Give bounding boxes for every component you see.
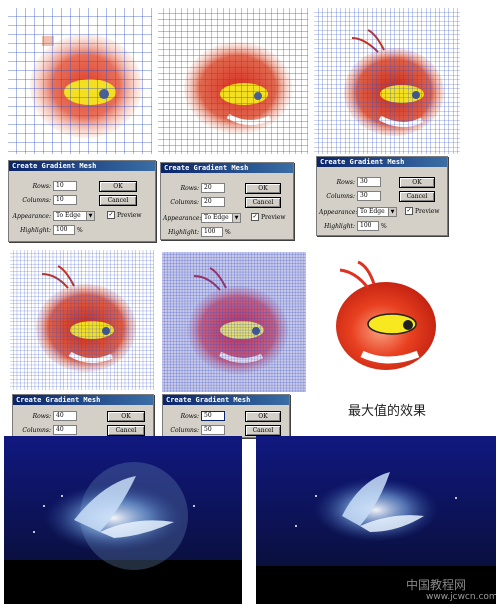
columns-input[interactable]: 50 [201, 425, 225, 435]
appearance-value: To Edge [204, 214, 229, 221]
columns-input[interactable]: 30 [357, 191, 381, 201]
butterfly-photo-left [4, 436, 242, 604]
preview-checkbox[interactable]: ✓ [405, 207, 413, 215]
columns-input[interactable]: 40 [53, 425, 77, 435]
gradient-mesh-dialog-30: Create Gradient Mesh Rows: 30 Columns: 30 … [316, 156, 448, 236]
preview-checkbox[interactable]: ✓ [107, 211, 115, 219]
chevron-down-icon: ▼ [388, 208, 396, 216]
butterfly-photo-left-graphic [4, 436, 242, 604]
percent-label: % [225, 228, 231, 236]
highlight-input[interactable]: 100 [53, 225, 75, 235]
rows-label: Rows: [32, 412, 51, 420]
columns-input[interactable]: 10 [53, 195, 77, 205]
rows-input[interactable]: 40 [53, 411, 77, 421]
ok-button[interactable]: OK [399, 177, 435, 188]
rows-label: Rows: [32, 182, 51, 190]
chevron-down-icon: ▼ [232, 214, 240, 222]
appearance-select[interactable]: To Edge ▼ [357, 207, 397, 217]
rows-input[interactable]: 20 [201, 183, 225, 193]
watermark-url: www.jcwcn.com [426, 592, 496, 602]
percent-label: % [381, 222, 387, 230]
dialog-title-bar: Create Gradient Mesh [161, 163, 293, 173]
mesh-preview-40 [10, 250, 154, 390]
preview-label: Preview [415, 207, 440, 215]
mesh-preview-20 [158, 8, 308, 154]
columns-label: Columns: [170, 198, 199, 206]
result-caption: 最大值的效果 [348, 404, 427, 419]
dialog-title-bar: Create Gradient Mesh [317, 157, 447, 167]
appearance-select[interactable]: To Edge ▼ [53, 211, 95, 221]
chevron-down-icon: ▼ [86, 212, 94, 220]
mesh-preview-10-graphic [8, 8, 152, 154]
appearance-label: Appearance: [319, 208, 358, 216]
highlight-input[interactable]: 100 [201, 227, 223, 237]
ok-button[interactable]: OK [99, 181, 137, 192]
final-result-preview [322, 258, 442, 376]
highlight-label: Highlight: [20, 226, 51, 234]
dialog-title-bar: Create Gradient Mesh [163, 395, 289, 405]
cancel-button[interactable]: Cancel [99, 195, 137, 206]
final-result-graphic [336, 260, 436, 370]
preview-label: Preview [117, 211, 142, 219]
mesh-preview-30 [314, 8, 460, 154]
rows-input[interactable]: 50 [201, 411, 225, 421]
appearance-select[interactable]: To Edge ▼ [201, 213, 241, 223]
mesh-preview-40-graphic [10, 250, 154, 390]
butterfly-photo-right: 中国教程网 www.jcwcn.com [256, 436, 496, 604]
columns-label: Columns: [22, 196, 51, 204]
dialog-title-bar: Create Gradient Mesh [13, 395, 153, 405]
highlight-label: Highlight: [168, 228, 199, 236]
mesh-preview-50 [162, 252, 306, 392]
mesh-preview-10 [8, 8, 152, 154]
columns-label: Columns: [22, 426, 51, 434]
cancel-button[interactable]: Cancel [107, 425, 145, 436]
preview-label: Preview [261, 213, 286, 221]
highlight-input[interactable]: 100 [357, 221, 379, 231]
ok-button[interactable]: OK [245, 411, 281, 422]
mesh-preview-50-graphic [162, 252, 306, 392]
gradient-mesh-dialog-10: Create Gradient Mesh Rows: 10 Columns: 10 … [8, 160, 156, 242]
mesh-preview-30-graphic [314, 8, 460, 154]
appearance-value: To Edge [360, 208, 385, 215]
columns-label: Columns: [326, 192, 355, 200]
cancel-button[interactable]: Cancel [399, 191, 435, 202]
gradient-mesh-dialog-50: Create Gradient Mesh Rows: 50 Columns: 50 … [162, 394, 290, 438]
cancel-button[interactable]: Cancel [245, 197, 281, 208]
dialog-title-bar: Create Gradient Mesh [9, 161, 155, 171]
rows-input[interactable]: 10 [53, 181, 77, 191]
gradient-mesh-dialog-20: Create Gradient Mesh Rows: 20 Columns: 20 … [160, 162, 294, 240]
mesh-preview-20-graphic [158, 8, 308, 154]
rows-label: Rows: [180, 412, 199, 420]
rows-input[interactable]: 30 [357, 177, 381, 187]
preview-checkbox[interactable]: ✓ [251, 213, 259, 221]
appearance-label: Appearance: [163, 214, 202, 222]
columns-input[interactable]: 20 [201, 197, 225, 207]
gradient-mesh-dialog-40: Create Gradient Mesh Rows: 40 Columns: 40 … [12, 394, 154, 438]
cancel-button[interactable]: Cancel [245, 425, 281, 436]
butterfly-photo-right-graphic [256, 436, 496, 604]
percent-label: % [77, 226, 83, 234]
rows-label: Rows: [180, 184, 199, 192]
appearance-value: To Edge [56, 212, 81, 219]
watermark-logo: 中国教程网 [406, 578, 467, 592]
rows-label: Rows: [336, 178, 355, 186]
ok-button[interactable]: OK [107, 411, 145, 422]
ok-button[interactable]: OK [245, 183, 281, 194]
appearance-label: Appearance: [12, 212, 51, 220]
columns-label: Columns: [170, 426, 199, 434]
highlight-label: Highlight: [324, 222, 355, 230]
